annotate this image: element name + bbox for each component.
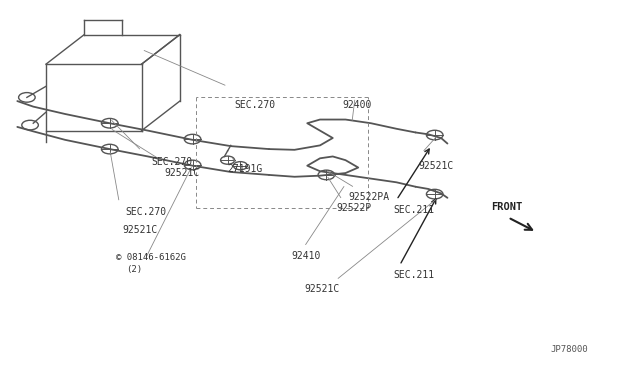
- Text: 92410: 92410: [291, 251, 321, 261]
- Text: 92521C: 92521C: [122, 225, 157, 235]
- Text: 27191G: 27191G: [228, 164, 263, 174]
- Text: 92521C: 92521C: [304, 284, 339, 294]
- Text: JP78000: JP78000: [550, 345, 588, 354]
- Text: (2): (2): [125, 264, 142, 273]
- Text: SEC.270: SEC.270: [151, 157, 192, 167]
- Text: SEC.270: SEC.270: [125, 207, 167, 217]
- Text: 92400: 92400: [342, 100, 372, 110]
- Text: 92521C: 92521C: [164, 168, 199, 178]
- Text: 92522PA: 92522PA: [349, 192, 390, 202]
- Text: FRONT: FRONT: [491, 202, 522, 212]
- Text: SEC.211: SEC.211: [394, 205, 435, 215]
- Text: © 08146-6162G: © 08146-6162G: [116, 253, 186, 263]
- Text: SEC.270: SEC.270: [234, 100, 275, 110]
- Text: 92522P: 92522P: [336, 203, 371, 213]
- Text: SEC.211: SEC.211: [394, 270, 435, 280]
- Text: 92521C: 92521C: [419, 161, 454, 171]
